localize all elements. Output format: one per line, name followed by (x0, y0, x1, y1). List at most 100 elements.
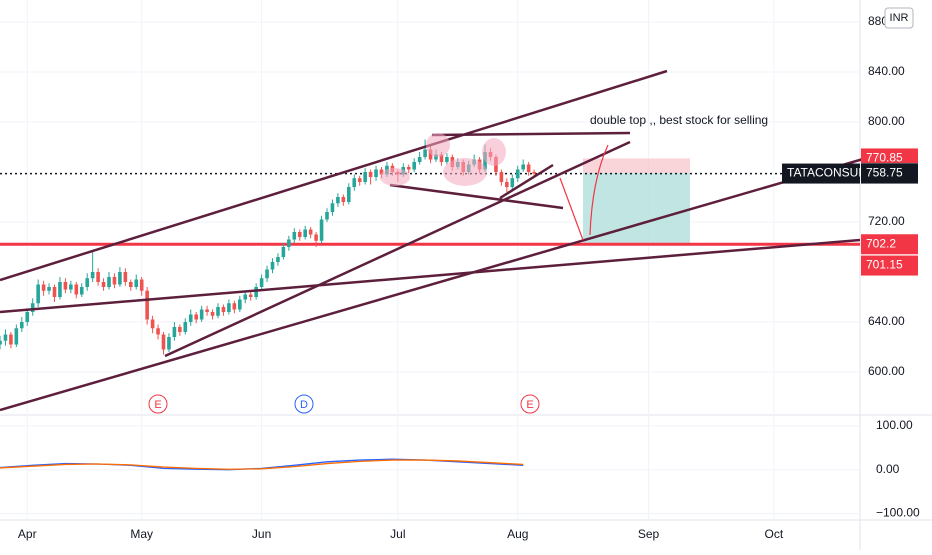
candle-body (499, 172, 504, 182)
candle-body (363, 172, 367, 182)
candle-body (505, 182, 509, 187)
candle-body (167, 337, 171, 350)
candle-body (183, 322, 188, 332)
candle-body (406, 167, 411, 170)
event-marker-bg (520, 394, 540, 414)
symbol-label: TATACONSUM (787, 166, 868, 180)
trend-line (0, 69, 668, 282)
candle-body (0, 340, 2, 345)
candle-body (510, 178, 515, 187)
candle-body (330, 203, 335, 212)
x-tick-label: May (130, 527, 153, 541)
annotation: double top ,, best stock for selling (590, 113, 768, 127)
y-tick-label: 720.00 (868, 214, 905, 228)
candle-body (107, 277, 111, 287)
candle-body (69, 284, 73, 290)
y-tick-label: −100.00 (876, 506, 920, 520)
event-marker: E (526, 399, 533, 411)
highlight (426, 133, 450, 157)
candle-body (259, 278, 264, 287)
price-label: 702.2 (866, 236, 896, 250)
candle-body (172, 327, 177, 337)
candle-body (439, 154, 444, 162)
candle-body (74, 284, 79, 295)
candle-body (412, 162, 416, 170)
trend-line (164, 140, 631, 358)
y-tick-label: 600.00 (868, 364, 905, 378)
candle-body (281, 247, 286, 257)
candle-body (287, 239, 291, 247)
candle-body (210, 312, 215, 316)
y-tick-label: 840.00 (868, 64, 905, 78)
trend-line (0, 155, 871, 412)
candle-body (341, 197, 346, 202)
candle-body (63, 282, 68, 290)
trend-line (389, 183, 564, 210)
highlight (380, 168, 410, 186)
candle-body (374, 169, 378, 177)
x-tick-label: Jun (252, 527, 271, 541)
candle-body (112, 277, 117, 285)
currency: INR (890, 12, 909, 24)
y-tick-label: 640.00 (868, 314, 905, 328)
candle-body (90, 272, 95, 279)
candle-body (434, 154, 438, 160)
candle-body (532, 172, 536, 174)
price-label: 758.75 (866, 166, 903, 180)
candle-body (352, 178, 357, 187)
candle-body (428, 149, 433, 160)
x-tick-label: Oct (765, 527, 784, 541)
candle-body (276, 257, 280, 262)
indicator-line (0, 459, 524, 470)
candle-body (515, 169, 520, 179)
x-tick-label: Aug (507, 527, 528, 541)
candle-body (297, 232, 302, 237)
candle-body (221, 307, 226, 312)
candle-body (30, 303, 35, 312)
x-tick-label: Apr (18, 527, 37, 541)
candle-body (205, 309, 209, 312)
candle-body (178, 327, 182, 332)
candle-body (150, 319, 155, 329)
currency-box (884, 7, 914, 29)
trend-line (431, 131, 631, 137)
candle-body (319, 219, 324, 241)
event-marker: E (154, 399, 161, 411)
candle-body (3, 334, 8, 341)
x-tick-label: Sep (638, 527, 660, 541)
candle-body (9, 334, 13, 345)
candle-body (156, 328, 160, 335)
candle-body (139, 279, 144, 291)
candle-body (199, 309, 204, 320)
candle-body (232, 303, 237, 310)
candle-body (41, 284, 46, 291)
candle-body (357, 178, 362, 182)
candle-body (128, 282, 133, 287)
x-tick-label: Jul (390, 527, 405, 541)
candle-body (521, 164, 525, 170)
price-badge (861, 163, 918, 184)
candle-body (292, 232, 297, 240)
candle-body (423, 149, 427, 157)
reward-zone (583, 172, 690, 245)
drawings (0, 69, 871, 412)
candle-body (161, 334, 166, 350)
symbol-badge (782, 163, 860, 184)
candle-body (101, 282, 106, 287)
candle-body (25, 312, 30, 322)
candle-body (52, 287, 57, 297)
price-badge (861, 255, 918, 276)
candle-body (216, 307, 220, 316)
candle-body (118, 272, 122, 285)
candle-body (346, 187, 351, 202)
highlights (380, 133, 506, 186)
candle-body (368, 172, 373, 177)
candle-body (227, 303, 231, 312)
candle-body (248, 294, 253, 297)
candle-body (79, 287, 84, 295)
candle-body (265, 269, 269, 279)
candle-body (19, 322, 24, 329)
price-badge (861, 234, 918, 255)
candle-body (308, 229, 313, 235)
highlight (482, 138, 506, 166)
